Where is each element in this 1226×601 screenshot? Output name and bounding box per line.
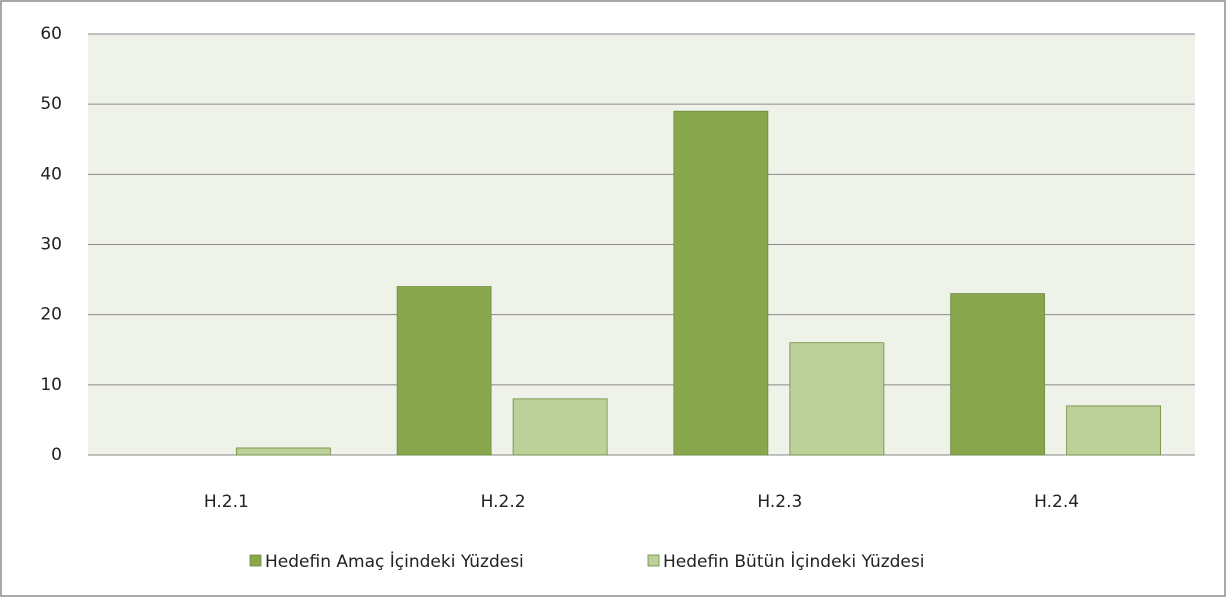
y-tick-label: 0 bbox=[51, 445, 62, 465]
legend-label: Hedefin Amaç İçindeki Yüzdesi bbox=[265, 551, 524, 572]
x-tick-label: H.2.4 bbox=[1034, 492, 1079, 512]
y-tick-label: 30 bbox=[40, 235, 62, 255]
x-tick-label: H.2.2 bbox=[481, 492, 526, 512]
bar bbox=[1066, 405, 1162, 456]
y-tick-label: 10 bbox=[40, 375, 62, 395]
x-tick-label: H.2.1 bbox=[204, 492, 249, 512]
x-tick-label: H.2.3 bbox=[757, 492, 802, 512]
y-tick-label: 40 bbox=[40, 164, 62, 184]
legend-swatch bbox=[249, 554, 262, 567]
y-tick-label: 50 bbox=[40, 94, 62, 114]
legend-swatch bbox=[647, 554, 660, 567]
bar bbox=[512, 398, 608, 456]
y-tick-label: 20 bbox=[40, 305, 62, 325]
bar bbox=[950, 293, 1046, 456]
bar bbox=[789, 342, 885, 456]
y-tick-label: 60 bbox=[40, 24, 62, 44]
bar bbox=[673, 110, 769, 456]
bar bbox=[235, 447, 331, 456]
bar bbox=[396, 286, 492, 456]
legend-label: Hedefin Bütün İçindeki Yüzdesi bbox=[663, 551, 924, 572]
